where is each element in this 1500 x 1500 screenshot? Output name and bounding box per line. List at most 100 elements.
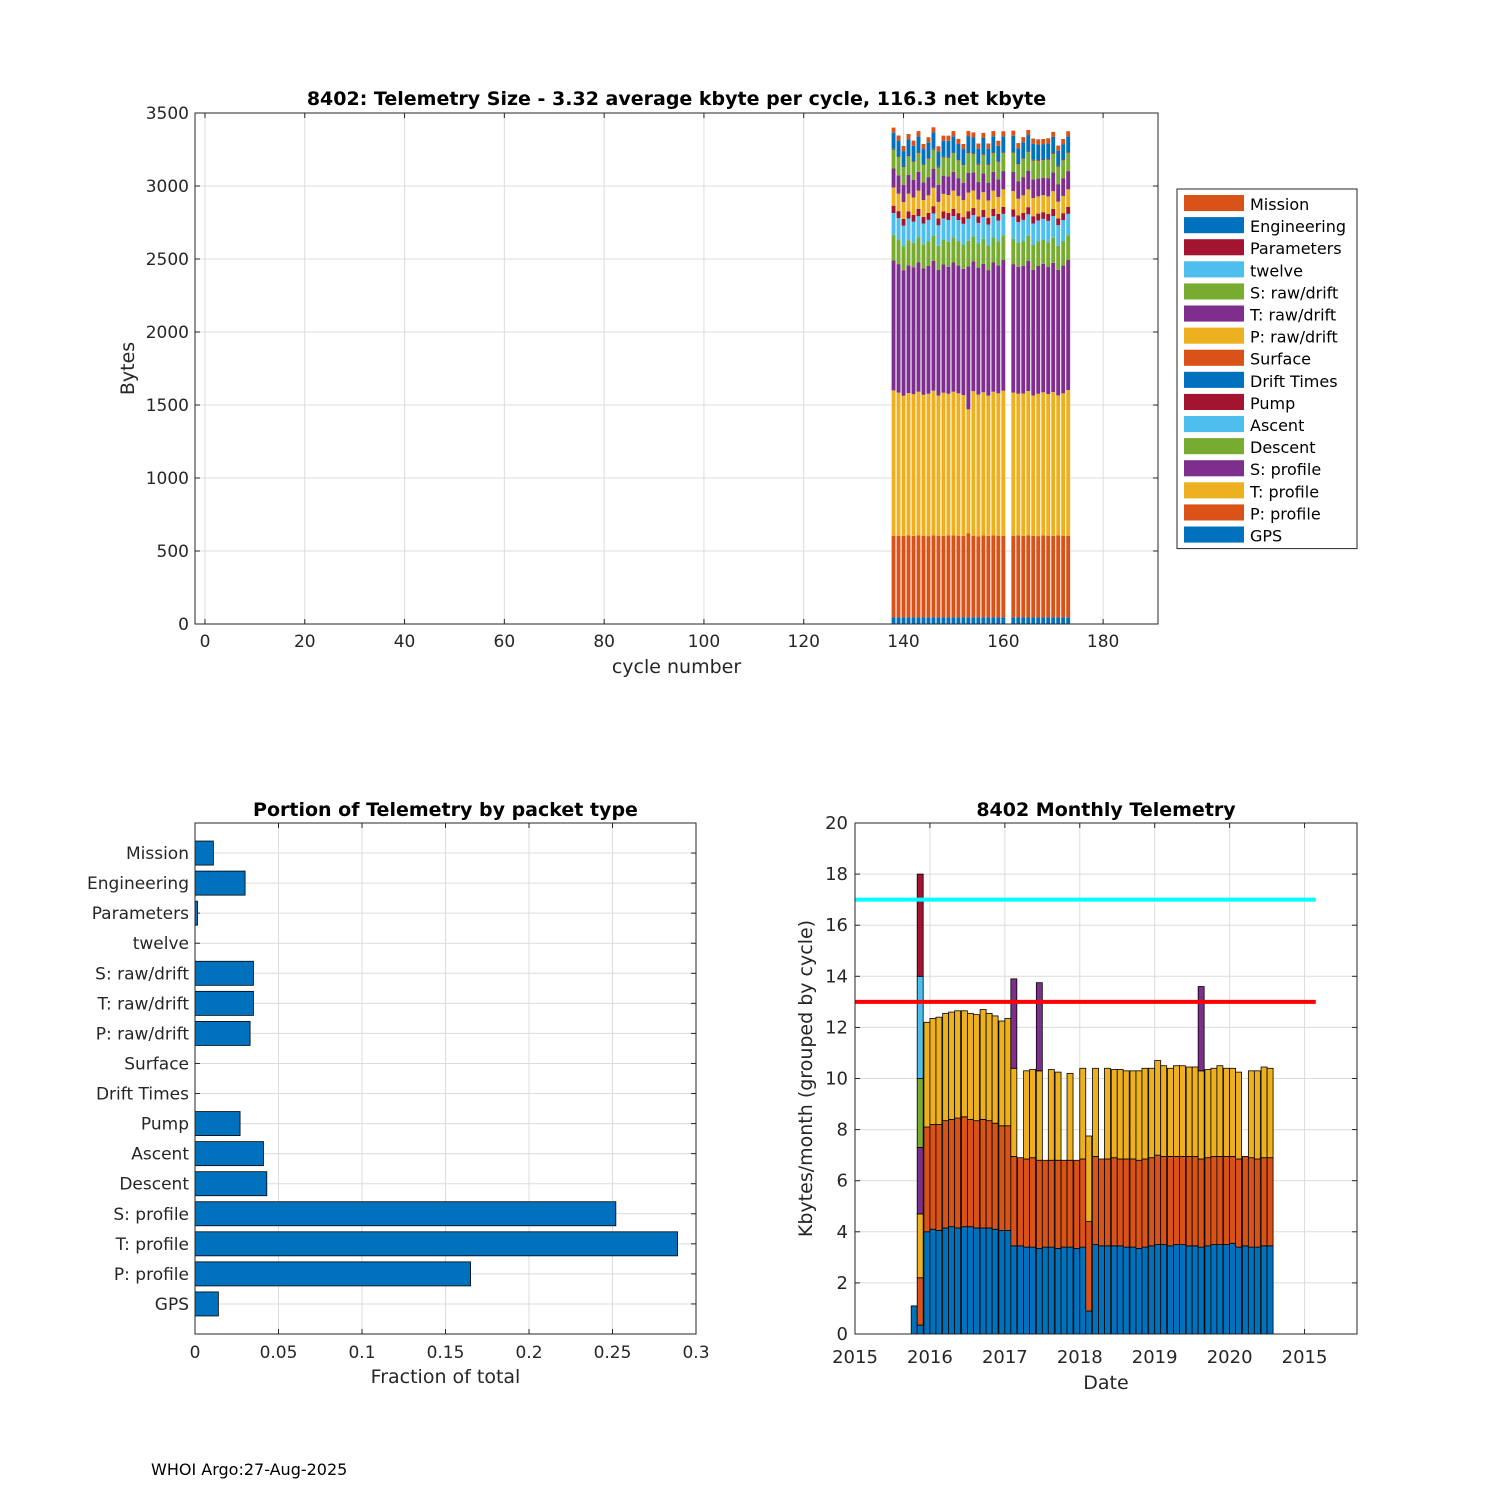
bar-segment <box>931 535 936 618</box>
bar-segment <box>926 158 931 178</box>
bar-segment <box>1066 152 1071 153</box>
portion-bar <box>194 990 254 1016</box>
bar-segment <box>921 164 926 183</box>
bar-segment <box>996 617 1001 624</box>
bar-segment <box>991 153 996 172</box>
bar-segment <box>931 132 936 149</box>
category-label: Surface <box>124 1054 189 1074</box>
bar-segment <box>971 261 976 392</box>
bar-segment <box>1011 216 1016 239</box>
bar-segment <box>931 390 936 536</box>
bar-segment <box>906 535 911 618</box>
bar-segment <box>991 391 996 536</box>
bar-segment <box>951 153 956 172</box>
bar-segment <box>936 395 941 536</box>
month-bar-segment <box>942 1120 950 1229</box>
bar-segment <box>936 201 941 219</box>
bar-segment <box>946 241 951 267</box>
category-label: P: raw/drift <box>96 1024 190 1044</box>
x-tick-label: 2019 <box>1132 1347 1178 1368</box>
bar-segment <box>956 143 961 160</box>
bar-segment <box>976 148 981 164</box>
bar-segment <box>1016 266 1021 394</box>
bar-segment <box>941 239 946 265</box>
legend-label: P: raw/drift <box>1250 328 1338 347</box>
month-bar-segment <box>1235 1071 1243 1160</box>
y-tick-label: 12 <box>825 1017 848 1038</box>
bar-segment <box>901 225 906 247</box>
bar-segment <box>891 390 896 536</box>
bar-segment <box>916 617 921 624</box>
bar-segment <box>986 143 991 149</box>
month-bar-segment <box>954 1010 962 1119</box>
chart-title: Portion of Telemetry by packet type <box>253 799 638 821</box>
bar-segment <box>1056 150 1061 166</box>
bar-segment <box>1061 535 1066 618</box>
bar-segment <box>916 216 921 238</box>
bar-segment <box>1026 535 1031 618</box>
bar-segment <box>906 393 911 536</box>
month-bar-segment <box>1241 1245 1249 1335</box>
bar-segment <box>971 172 976 191</box>
month-bar-segment <box>966 1118 974 1228</box>
bar-segment <box>921 223 926 245</box>
legend-swatch <box>1184 482 1244 499</box>
month-bar-segment <box>1210 1156 1218 1245</box>
month-bar-segment <box>954 1117 962 1229</box>
bar-segment <box>921 617 926 624</box>
bar-segment <box>1001 189 1006 207</box>
legend-swatch <box>1184 261 1244 278</box>
y-tick-label: 16 <box>825 915 848 936</box>
legend-swatch <box>1184 393 1244 410</box>
bar-segment <box>961 165 966 183</box>
bar-segment <box>911 145 916 162</box>
bar-segment <box>991 617 996 624</box>
bar-segment <box>891 132 896 149</box>
month-bar-segment <box>1047 1246 1055 1335</box>
month-bar-segment <box>1223 1156 1231 1245</box>
month-bar-segment <box>1060 1246 1068 1335</box>
bar-segment <box>1001 235 1006 261</box>
bar-segment <box>911 161 916 162</box>
bar-segment <box>1036 220 1041 242</box>
bar-segment <box>916 171 921 191</box>
month-bar-segment <box>1035 1248 1043 1335</box>
month-bar-segment <box>1122 1158 1130 1248</box>
month-bar-segment <box>1235 1158 1243 1248</box>
bar-segment <box>921 244 926 269</box>
y-tick-label: 1500 <box>146 396 189 416</box>
x-tick-label: 180 <box>1087 632 1119 652</box>
month-bar-segment <box>979 1009 987 1120</box>
bar-segment <box>911 214 916 222</box>
legend-label: Pump <box>1250 394 1295 413</box>
month-bar-segment <box>979 1227 987 1335</box>
x-axis-label: Date <box>1083 1372 1128 1394</box>
category-label: Descent <box>119 1175 189 1195</box>
category-label: Pump <box>141 1115 189 1135</box>
bar-segment <box>926 393 931 537</box>
month-bar-segment <box>1110 1157 1118 1247</box>
bar-segment <box>896 157 901 176</box>
month-bar-segment <box>948 1226 956 1335</box>
month-bar-segment <box>1148 1245 1156 1335</box>
bar-segment <box>896 535 901 618</box>
bar-segment <box>896 218 901 240</box>
bar-segment <box>906 139 911 156</box>
bar-segment <box>891 205 896 214</box>
bar-segment <box>986 270 991 396</box>
x-tick-label: 80 <box>593 632 615 652</box>
legend-label: Drift Times <box>1250 372 1338 391</box>
month-bar-segment <box>1160 1065 1168 1157</box>
bar-segment <box>996 161 1001 162</box>
monthly-telemetry-chart: 2015 2016 2017 2018 2019 2020 2015024681012141… <box>795 799 1358 1394</box>
legend-swatch <box>1184 371 1244 388</box>
month-bar-segment <box>1073 1248 1081 1335</box>
month-bar-segment <box>1229 1242 1237 1335</box>
month-bar-segment <box>1035 1159 1043 1249</box>
bar-segment <box>896 156 901 158</box>
bar-segment <box>1011 264 1016 393</box>
month-bar-segment <box>1041 1159 1049 1248</box>
bar-segment <box>911 179 916 198</box>
x-tick-label: 0.2 <box>515 1343 542 1363</box>
bar-segment <box>981 238 986 264</box>
